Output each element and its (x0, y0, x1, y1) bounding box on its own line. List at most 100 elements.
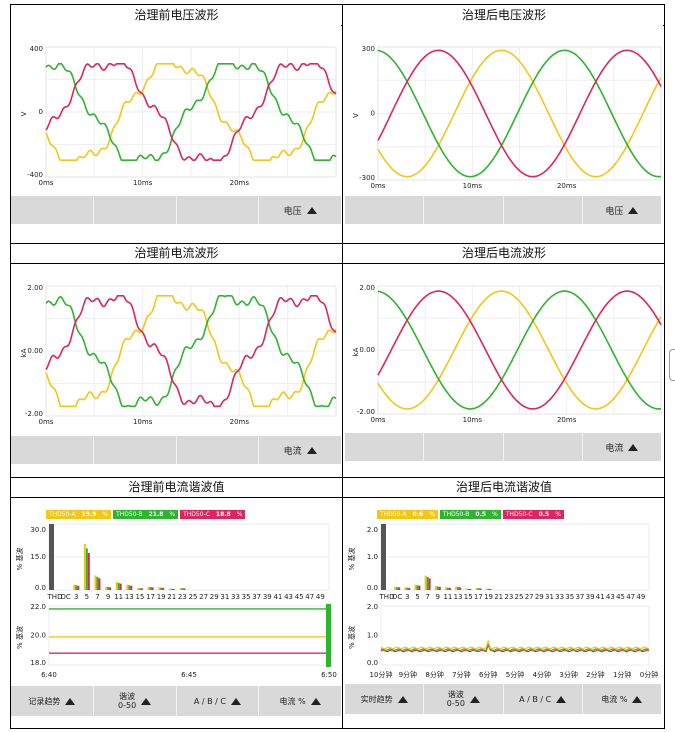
toolbar-slot[interactable] (177, 196, 260, 224)
toolbar-slot[interactable] (504, 433, 583, 461)
x-tick-label: 37 (252, 593, 261, 601)
table-divider (342, 5, 343, 728)
harmonic-bar (485, 588, 488, 590)
toolbar-slot[interactable] (11, 196, 94, 224)
y-tick-label: 20.0 (30, 632, 46, 640)
current-after-toolbar: 电流 (345, 433, 661, 461)
harmonic-bar (479, 588, 482, 590)
x-tick-label: 35 (242, 593, 251, 601)
harmonic-bar (147, 586, 150, 590)
current-percent-label: 电流 % (279, 696, 306, 706)
x-tick-label: 13 (454, 593, 463, 601)
harmonic-bar (96, 576, 99, 590)
current-menu-button[interactable]: 电流 (259, 436, 341, 464)
triangle-up-icon (628, 443, 639, 451)
x-tick-label: 45 (295, 593, 304, 601)
title-harmonic-before: 治理前电流谐波值 (128, 480, 225, 494)
phase-select-button[interactable]: A / B / C (177, 686, 260, 716)
side-handle[interactable] (669, 349, 675, 381)
x-tick-label: 43 (284, 593, 293, 601)
harmonic-bar (117, 582, 120, 590)
harmonic-bar (489, 588, 492, 590)
title-voltage-before: 治理前电压波形 (134, 8, 219, 22)
harmonic-bar (436, 586, 439, 590)
current-before-toolbar: 电流 (11, 436, 341, 464)
toolbar-slot[interactable] (424, 433, 504, 461)
x-tick-label: 35 (565, 593, 574, 601)
harmonic-bar (126, 584, 129, 590)
x-tick-label: 10分钟 (370, 670, 393, 679)
voltage-menu-label: 电压 (283, 206, 302, 217)
x-tick-label: 33 (231, 593, 240, 601)
harmonic-bar (179, 588, 182, 590)
x-tick-label: 29 (210, 593, 219, 601)
toolbar-slot[interactable] (345, 433, 425, 461)
x-tick-label: 31 (220, 593, 229, 601)
toolbar-slot[interactable] (345, 196, 425, 224)
x-tick-label: 31 (545, 593, 554, 601)
harmonic-range-button[interactable]: 谐波 0-50 (94, 686, 177, 716)
x-tick-label: 39 (263, 593, 272, 601)
phase-b-trend (380, 641, 650, 652)
harmonic-bar (459, 587, 462, 590)
toolbar-slot[interactable] (424, 196, 504, 224)
x-tick-label: 5分钟 (506, 670, 524, 679)
current-before-chart: 2.00 0.00 -2.00 kA 0ms 10ms 20ms (11, 264, 341, 464)
toolbar-slot[interactable] (11, 436, 94, 464)
y-axis-label: % 基波 (15, 548, 24, 571)
harmonic-bar (87, 553, 90, 590)
phase-b-line (45, 295, 337, 408)
current-menu-label: 电流 (283, 446, 302, 457)
y-tick-label: 18.0 (30, 659, 46, 667)
harmonic-bar (438, 586, 441, 590)
x-tick-label: 3 (405, 593, 409, 601)
harmonic-bar (455, 586, 458, 590)
current-percent-button[interactable]: 电流 % (583, 684, 661, 714)
phase-select-button[interactable]: A / B / C (504, 684, 583, 714)
y-tick-label: 15.0 (30, 553, 46, 561)
y-axis-label: % 基波 (15, 626, 24, 649)
thd-bar (49, 524, 54, 590)
harmonic-bar (138, 588, 141, 590)
phase-c-line (377, 290, 662, 410)
y-tick-label: 2.00 (359, 284, 375, 292)
toolbar-slot[interactable] (504, 196, 583, 224)
triangle-up-icon (310, 697, 321, 705)
x-tick-label: 41 (273, 593, 282, 601)
harmonic-range-button[interactable]: 谐波 0-50 (424, 684, 504, 714)
harmonic-range-label: 谐波 0-50 (446, 690, 465, 708)
x-tick-label: 0ms (371, 416, 386, 424)
toolbar-slot[interactable] (177, 436, 260, 464)
y-tick-label: -2.00 (357, 408, 375, 416)
harmonic-bar (98, 578, 101, 590)
thd-legend-before: THD50-A 19.9% THD50-B 21.8% THD50-C 18.8% (46, 510, 246, 519)
current-percent-button[interactable]: 电流 % (259, 686, 341, 716)
harmonic-bar (434, 586, 437, 590)
y-tick-label: 2.0 (367, 526, 378, 534)
voltage-menu-button[interactable]: 电压 (583, 196, 661, 224)
harmonic-range-label: 谐波 0-50 (118, 692, 137, 710)
x-tick-label: 20ms (557, 182, 577, 190)
harmonic-bar (183, 588, 186, 590)
x-tick-label: 10ms (463, 416, 483, 424)
phase-a-line (45, 295, 337, 408)
harmonic-bar (428, 578, 431, 590)
thd-c-badge: THD50-C 18.8% (180, 510, 246, 519)
harmonic-bar (151, 587, 154, 590)
x-tick-label: 9 (436, 593, 440, 601)
voltage-after-chart: 300 0 -300 V 0ms 10ms 20ms (343, 25, 663, 225)
voltage-before-chart: 400 0 -400 V 0ms 10ms 20ms (11, 25, 341, 225)
record-trend-button[interactable]: 记录趋势 (11, 686, 94, 716)
realtime-trend-button[interactable]: 实时趋势 (345, 684, 425, 714)
y-tick-label: -300 (359, 174, 375, 182)
current-menu-button[interactable]: 电流 (583, 433, 661, 461)
toolbar-slot[interactable] (94, 436, 177, 464)
harmonic-bar (160, 587, 163, 590)
x-tick-label: THD (47, 593, 63, 601)
toolbar-slot[interactable] (94, 196, 177, 224)
x-tick-label: 39 (586, 593, 595, 601)
x-tick-label: 6:40 (41, 671, 57, 679)
y-tick-label: -2.00 (25, 410, 43, 418)
harmonic-bar (404, 587, 407, 590)
voltage-menu-button[interactable]: 电压 (259, 196, 341, 224)
